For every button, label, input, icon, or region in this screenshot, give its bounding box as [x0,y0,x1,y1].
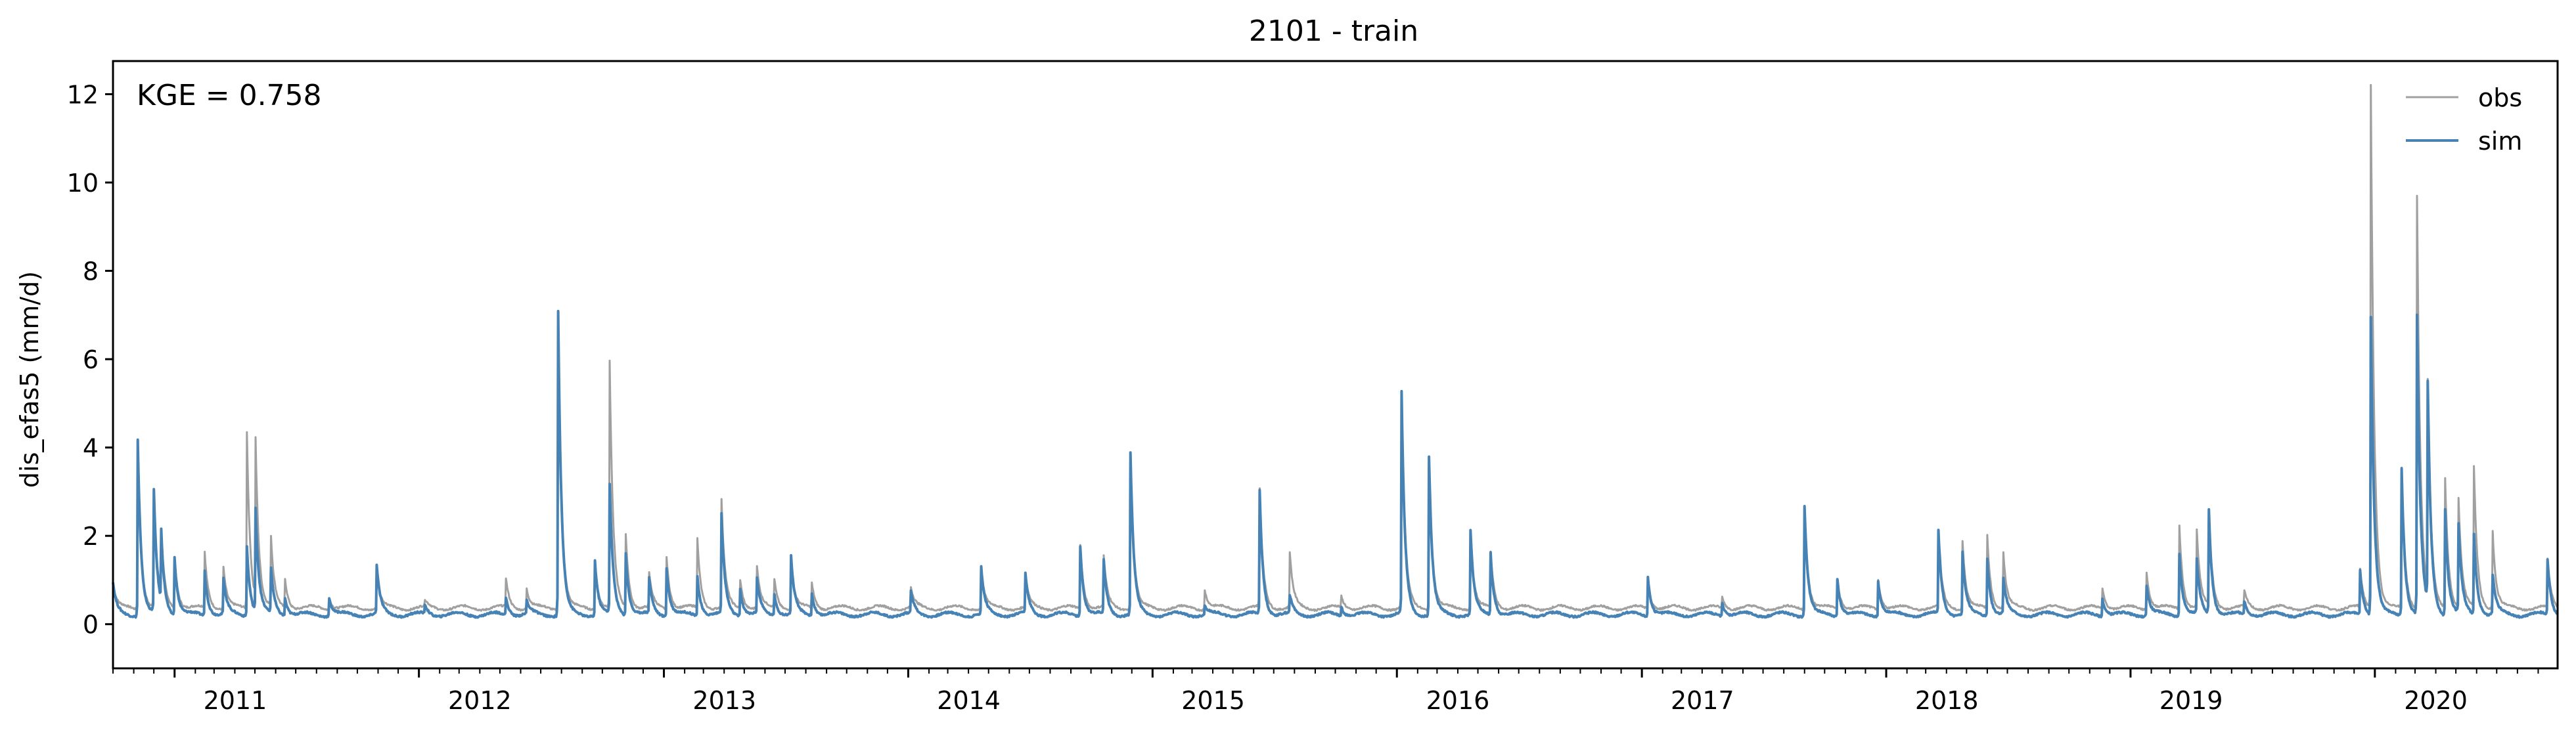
x-tick-label: 2017 [1671,686,1734,715]
series-layer [112,83,2559,619]
kge-annotation: KGE = 0.758 [137,79,322,112]
x-tick-label: 2015 [1181,686,1245,715]
x-tick-label: 2016 [1426,686,1490,715]
x-tick-label: 2011 [204,686,267,715]
legend: obs sim [2406,83,2522,156]
x-tick-label: 2020 [2404,686,2468,715]
x-tick-label: 2012 [448,686,512,715]
y-tick-label: 0 [83,611,99,639]
y-tick-label: 4 [83,434,99,463]
x-axis-ticks: 2011 2012 2013 2014 2015 2016 2017 2018 2019 2020 [112,668,2539,715]
y-tick-label: 12 [67,80,99,109]
y-tick-label: 8 [83,257,99,286]
x-tick-label: 2018 [1915,686,1979,715]
legend-label-sim: sim [2478,127,2522,156]
y-tick-label: 6 [83,345,99,374]
series-line-obs [112,83,2559,612]
y-tick-label: 10 [67,169,99,198]
y-axis-label: dis_efas5 (mm/d) [15,271,44,488]
y-axis-ticks: 0 2 4 6 8 10 12 [67,80,113,639]
y-tick-label: 2 [83,522,99,551]
x-tick-label: 2014 [937,686,1001,715]
x-tick-label: 2013 [692,686,756,715]
legend-label-obs: obs [2478,83,2522,112]
x-tick-label: 2019 [2159,686,2223,715]
chart-title: 2101 - train [1249,14,1418,48]
series-line-sim [112,309,2559,619]
